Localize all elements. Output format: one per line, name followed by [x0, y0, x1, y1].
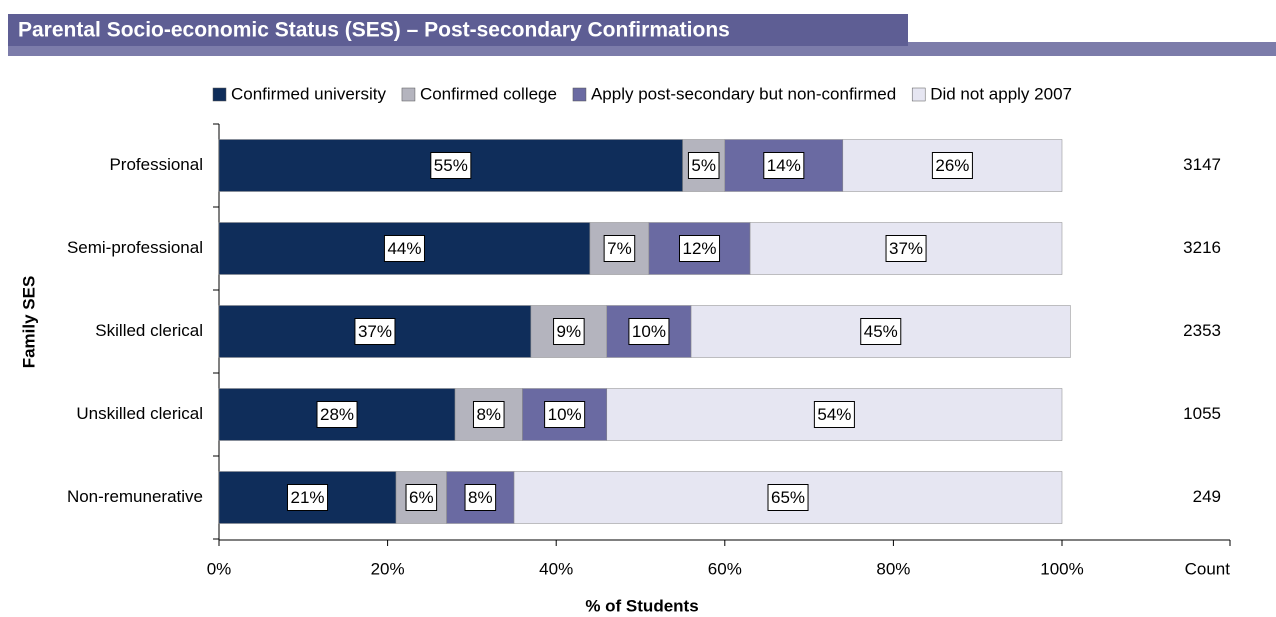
value-label-box [430, 152, 472, 179]
value-label-box [464, 484, 497, 511]
value-label-box [383, 235, 425, 262]
legend-swatch [911, 87, 926, 102]
count-header: Count [1185, 559, 1231, 578]
y-tick-label: Non-remunerative [67, 487, 203, 506]
x-tick-label: 80% [876, 559, 910, 578]
value-label: 55% [434, 156, 468, 175]
legend-swatch [212, 87, 227, 102]
legend-swatch [401, 87, 416, 102]
value-label-box [603, 235, 636, 262]
value-label-box [767, 484, 809, 511]
value-label-box [316, 401, 358, 428]
value-label: 37% [889, 239, 923, 258]
value-label: 45% [864, 322, 898, 341]
value-label: 28% [320, 405, 354, 424]
value-label: 54% [817, 405, 851, 424]
y-tick-label: Professional [109, 155, 203, 174]
value-label-box [813, 401, 855, 428]
value-label-box [472, 401, 505, 428]
value-label-box [687, 152, 720, 179]
value-label-box [628, 318, 670, 345]
value-label-box [860, 318, 902, 345]
value-label: 8% [476, 405, 501, 424]
count-value: 249 [1193, 487, 1221, 506]
value-label-box [286, 484, 329, 511]
y-axis-label: Family SES [19, 276, 38, 369]
value-label: 44% [387, 239, 421, 258]
chart-title: Parental Socio-economic Status (SES) – P… [18, 19, 730, 42]
value-label: 21% [290, 488, 324, 507]
value-label: 14% [767, 156, 801, 175]
legend-label: Apply post-secondary but non-confirmed [591, 84, 896, 103]
y-tick-label: Semi-professional [67, 238, 203, 257]
count-value: 1055 [1183, 404, 1221, 423]
value-label-box [678, 235, 721, 262]
count-value: 3216 [1183, 238, 1221, 257]
value-label: 26% [935, 156, 969, 175]
value-label-box [885, 235, 927, 262]
title-background [8, 14, 908, 46]
value-label: 7% [607, 239, 632, 258]
count-value: 2353 [1183, 321, 1221, 340]
value-label-box [405, 484, 438, 511]
x-tick-label: 60% [708, 559, 742, 578]
value-label-box [354, 318, 396, 345]
legend-swatch [572, 87, 587, 102]
value-label-box [553, 318, 585, 345]
legend-label: Confirmed college [420, 84, 557, 103]
x-tick-label: 0% [207, 559, 232, 578]
value-label: 10% [632, 322, 666, 341]
value-label: 5% [691, 156, 716, 175]
count-value: 3147 [1183, 155, 1221, 174]
x-tick-label: 20% [371, 559, 405, 578]
value-label: 6% [409, 488, 434, 507]
value-label-box [544, 401, 586, 428]
value-label: 65% [771, 488, 805, 507]
y-tick-label: Skilled clerical [95, 321, 203, 340]
x-axis-label: % of Students [585, 596, 698, 615]
x-tick-label: 100% [1040, 559, 1083, 578]
value-label-box [763, 152, 805, 179]
legend-label: Confirmed university [231, 84, 386, 103]
value-label: 12% [682, 239, 716, 258]
value-label: 10% [548, 405, 582, 424]
y-tick-label: Unskilled clerical [76, 404, 203, 423]
value-label-box [931, 152, 973, 179]
value-label: 37% [358, 322, 392, 341]
value-label: 9% [557, 322, 582, 341]
value-label: 8% [468, 488, 493, 507]
x-tick-label: 40% [539, 559, 573, 578]
legend-label: Did not apply 2007 [930, 84, 1072, 103]
